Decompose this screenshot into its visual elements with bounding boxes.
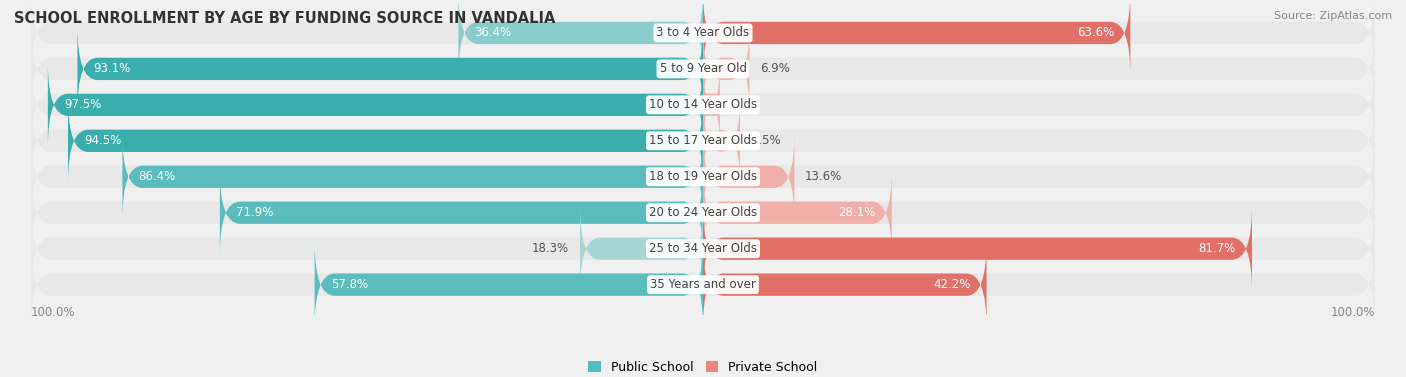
Text: 18 to 19 Year Olds: 18 to 19 Year Olds xyxy=(650,170,756,183)
Text: 18.3%: 18.3% xyxy=(531,242,569,255)
Text: 57.8%: 57.8% xyxy=(330,278,368,291)
FancyBboxPatch shape xyxy=(703,170,891,256)
FancyBboxPatch shape xyxy=(48,62,703,148)
FancyBboxPatch shape xyxy=(703,0,1130,76)
FancyBboxPatch shape xyxy=(703,98,740,184)
Text: 6.9%: 6.9% xyxy=(761,63,790,75)
FancyBboxPatch shape xyxy=(31,242,1375,328)
Text: 36.4%: 36.4% xyxy=(475,26,512,40)
FancyBboxPatch shape xyxy=(700,62,723,148)
FancyBboxPatch shape xyxy=(581,206,703,291)
FancyBboxPatch shape xyxy=(31,170,1375,256)
Text: 86.4%: 86.4% xyxy=(139,170,176,183)
Text: 13.6%: 13.6% xyxy=(806,170,842,183)
FancyBboxPatch shape xyxy=(703,26,749,112)
Text: 5 to 9 Year Old: 5 to 9 Year Old xyxy=(659,63,747,75)
Text: 100.0%: 100.0% xyxy=(31,306,76,319)
FancyBboxPatch shape xyxy=(219,170,703,256)
Text: 63.6%: 63.6% xyxy=(1077,26,1114,40)
FancyBboxPatch shape xyxy=(31,0,1375,76)
FancyBboxPatch shape xyxy=(703,134,794,219)
Text: 20 to 24 Year Olds: 20 to 24 Year Olds xyxy=(650,206,756,219)
Legend: Public School, Private School: Public School, Private School xyxy=(585,357,821,377)
Text: 71.9%: 71.9% xyxy=(236,206,273,219)
FancyBboxPatch shape xyxy=(31,98,1375,184)
Text: 100.0%: 100.0% xyxy=(1330,306,1375,319)
Text: 2.5%: 2.5% xyxy=(731,98,761,111)
FancyBboxPatch shape xyxy=(458,0,703,76)
Text: Source: ZipAtlas.com: Source: ZipAtlas.com xyxy=(1274,11,1392,21)
FancyBboxPatch shape xyxy=(31,134,1375,219)
FancyBboxPatch shape xyxy=(315,242,703,328)
Text: 28.1%: 28.1% xyxy=(838,206,876,219)
Text: 97.5%: 97.5% xyxy=(63,98,101,111)
FancyBboxPatch shape xyxy=(703,206,1251,291)
Text: 94.5%: 94.5% xyxy=(84,134,121,147)
FancyBboxPatch shape xyxy=(703,242,987,328)
Text: 35 Years and over: 35 Years and over xyxy=(650,278,756,291)
Text: 3 to 4 Year Olds: 3 to 4 Year Olds xyxy=(657,26,749,40)
Text: 10 to 14 Year Olds: 10 to 14 Year Olds xyxy=(650,98,756,111)
Text: 93.1%: 93.1% xyxy=(94,63,131,75)
Text: 25 to 34 Year Olds: 25 to 34 Year Olds xyxy=(650,242,756,255)
FancyBboxPatch shape xyxy=(122,134,703,219)
Text: 42.2%: 42.2% xyxy=(934,278,970,291)
Text: 81.7%: 81.7% xyxy=(1198,242,1236,255)
FancyBboxPatch shape xyxy=(31,26,1375,112)
Text: 5.5%: 5.5% xyxy=(751,134,780,147)
Text: 15 to 17 Year Olds: 15 to 17 Year Olds xyxy=(650,134,756,147)
Text: SCHOOL ENROLLMENT BY AGE BY FUNDING SOURCE IN VANDALIA: SCHOOL ENROLLMENT BY AGE BY FUNDING SOUR… xyxy=(14,11,555,26)
FancyBboxPatch shape xyxy=(31,62,1375,148)
FancyBboxPatch shape xyxy=(77,26,703,112)
FancyBboxPatch shape xyxy=(31,206,1375,291)
FancyBboxPatch shape xyxy=(67,98,703,184)
